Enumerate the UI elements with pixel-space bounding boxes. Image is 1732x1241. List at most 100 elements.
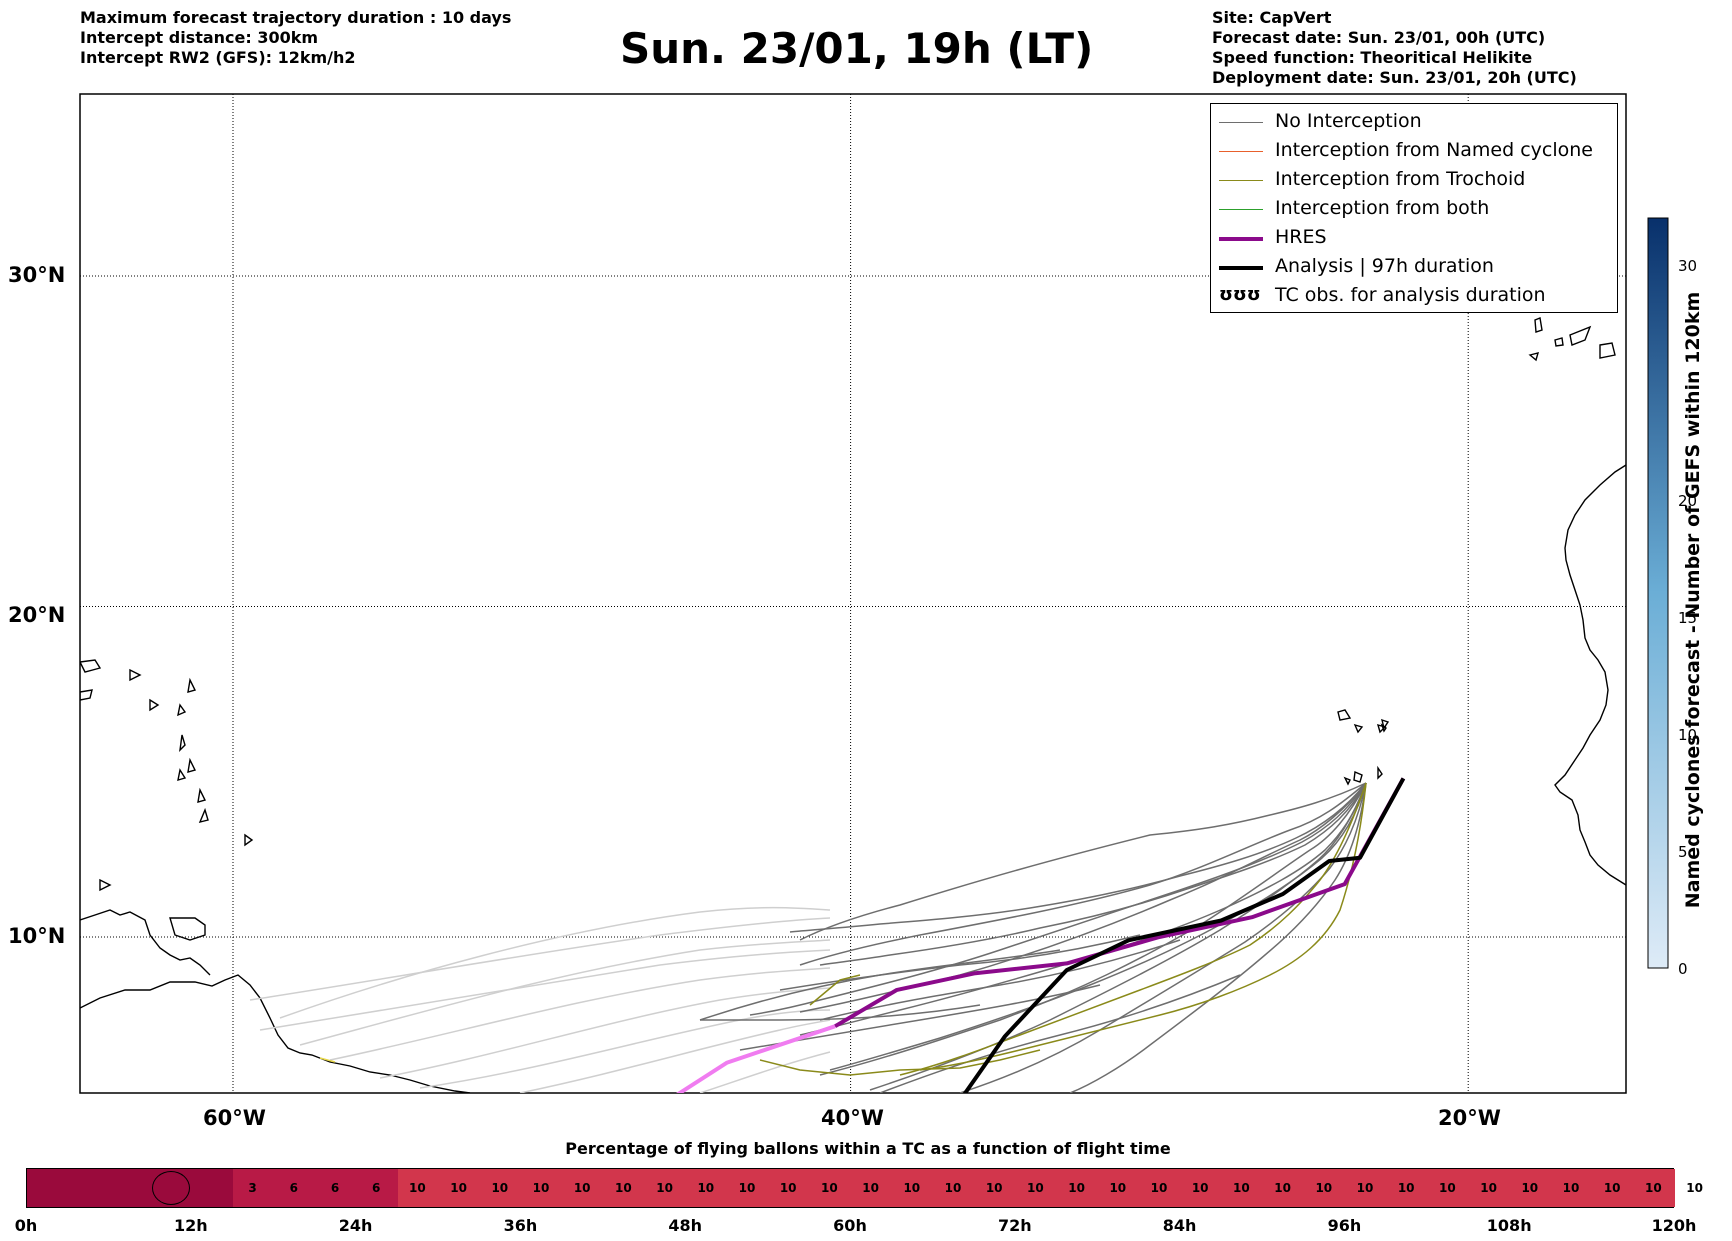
legend-item-hres: HRES — [1211, 224, 1617, 252]
colorbar-tick: 10 — [1678, 726, 1698, 744]
trajectory-trochoid — [919, 782, 1367, 1071]
timeline-value: 10 — [903, 1181, 921, 1195]
timeline-value: 10 — [1686, 1181, 1703, 1195]
timeline-segment — [27, 1169, 233, 1207]
trajectory-light — [519, 1019, 831, 1093]
legend-swatch-black — [1219, 266, 1263, 270]
trajectory-no-interception — [829, 782, 1367, 1071]
trajectory-no-interception — [779, 934, 1141, 991]
timeline-value: 10 — [615, 1181, 632, 1195]
legend-item-no-interception: No Interception — [1211, 108, 1617, 136]
header-forecast-date: Forecast date: Sun. 23/01, 00h (UTC) — [1212, 28, 1546, 47]
timeline-value: 10 — [862, 1181, 879, 1195]
timeline-hour-label: 120h — [1651, 1216, 1697, 1235]
trajectory-no-interception — [799, 782, 1367, 966]
trajectory-no-interception — [819, 939, 1181, 1021]
legend-label: Interception from Named cyclone — [1275, 139, 1593, 161]
timeline-value: 10 — [1397, 1181, 1415, 1195]
header-deployment-date: Deployment date: Sun. 23/01, 20h (UTC) — [1212, 68, 1577, 87]
header-site: Site: CapVert — [1212, 8, 1332, 27]
legend-item-analysis: Analysis | 97h duration — [1211, 253, 1617, 281]
header-left: Maximum forecast trajectory duration : 1… — [80, 8, 511, 68]
trajectory-trochoid — [809, 974, 861, 1006]
timeline-value: 10 — [1480, 1181, 1497, 1195]
coast-cape-verde — [1337, 709, 1390, 786]
timeline-hour-label: 84h — [1162, 1216, 1197, 1235]
timeline-value: 3 — [248, 1181, 257, 1195]
timeline-bar — [26, 1168, 1675, 1208]
analysis-trajectory — [962, 777, 1406, 1093]
y-tick-10n: 10°N — [8, 924, 66, 948]
timeline-value: 10 — [1521, 1181, 1539, 1195]
timeline-hour-label: 48h — [668, 1216, 703, 1235]
colorbar-tick: 30 — [1678, 257, 1698, 275]
trajectory-light — [249, 917, 831, 1001]
trajectory-no-interception — [749, 782, 1367, 1016]
timeline-value: 10 — [491, 1181, 509, 1195]
colorbar-tick: 15 — [1678, 609, 1698, 627]
y-tick-30n: 30°N — [8, 263, 66, 287]
legend-label: HRES — [1275, 226, 1327, 248]
trajectory-no-interception — [819, 782, 1367, 966]
timeline-value: 10 — [1274, 1181, 1291, 1195]
timeline-hour-label: 108h — [1486, 1216, 1532, 1235]
legend-item-both: Interception from both — [1211, 195, 1617, 223]
timeline-value: 10 — [450, 1181, 467, 1195]
legend-item-trochoid: Interception from Trochoid — [1211, 166, 1617, 194]
trajectory-no-interception — [879, 974, 1241, 1093]
trajectory-light — [279, 906, 831, 1019]
trajectory-light — [379, 987, 831, 1079]
timeline-value: 10 — [821, 1181, 838, 1195]
header-intercept-rw2: Intercept RW2 (GFS): 12km/h2 — [80, 48, 356, 67]
trajectory-light — [299, 939, 831, 1046]
coast-trinidad — [169, 917, 206, 941]
x-tick-40w: 40°W — [821, 1106, 884, 1130]
legend-swatch-olive — [1219, 180, 1263, 181]
colorbar-tick: 0 — [1678, 960, 1688, 978]
timeline-title: Percentage of flying ballons within a TC… — [565, 1139, 1171, 1158]
trajectory-no-interception — [789, 782, 1367, 933]
timeline-value: 10 — [1562, 1181, 1580, 1195]
legend-label: Interception from Trochoid — [1275, 168, 1526, 190]
colorbar-tick: 20 — [1678, 492, 1698, 510]
timeline-segment — [233, 1169, 275, 1207]
timeline-value: 10 — [1439, 1181, 1456, 1195]
legend-item-tc-obs: ʊʊʊ TC obs. for analysis duration — [1211, 282, 1617, 310]
legend-label: TC obs. for analysis duration — [1275, 284, 1546, 306]
trajectory-light — [259, 949, 831, 1031]
timeline-value: 10 — [1191, 1181, 1209, 1195]
legend-label: Analysis | 97h duration — [1275, 255, 1494, 277]
header-speed-function: Speed function: Theoritical Helikite — [1212, 48, 1533, 67]
timeline-value: 10 — [409, 1181, 426, 1195]
coast-venezuela — [80, 909, 211, 976]
timeline-segment — [274, 1169, 398, 1207]
timeline-value: 6 — [289, 1181, 298, 1195]
timeline-hour-label: 96h — [1327, 1216, 1362, 1235]
timeline-value: 10 — [1027, 1181, 1044, 1195]
timeline-value: 10 — [697, 1181, 715, 1195]
timeline-hour-label: 36h — [503, 1216, 538, 1235]
x-tick-60w: 60°W — [203, 1106, 266, 1130]
timeline-value: 10 — [1068, 1181, 1085, 1195]
timeline-value: 10 — [1109, 1181, 1127, 1195]
trajectory-no-interception — [819, 782, 1367, 1076]
coast-canaries — [1528, 317, 1616, 362]
x-tick-20w: 20°W — [1438, 1106, 1501, 1130]
trajectory-trochoid — [759, 1049, 1041, 1076]
header-max-duration: Maximum forecast trajectory duration : 1… — [80, 8, 512, 27]
coast-lesser-antilles — [99, 668, 254, 892]
timeline-hour-label: 24h — [338, 1216, 373, 1235]
colorbar-title: Named cyclones forecast - Number of GEFS… — [1682, 291, 1704, 909]
legend-swatch-purple — [1219, 237, 1263, 241]
timeline-hour-label: 0h — [14, 1216, 38, 1235]
coast-africa — [1554, 464, 1626, 886]
colorbar — [1647, 217, 1669, 969]
trajectory-no-interception — [799, 782, 1367, 941]
legend-swatch-gray — [1219, 122, 1263, 123]
timeline-value: 10 — [1233, 1181, 1250, 1195]
timeline-value: 10 — [985, 1181, 1003, 1195]
trajectory-light — [329, 967, 831, 1061]
tc-obs-symbol-icon: ʊʊʊ — [1219, 284, 1261, 305]
timeline-value: 10 — [779, 1181, 797, 1195]
timeline-value: 10 — [1315, 1181, 1333, 1195]
